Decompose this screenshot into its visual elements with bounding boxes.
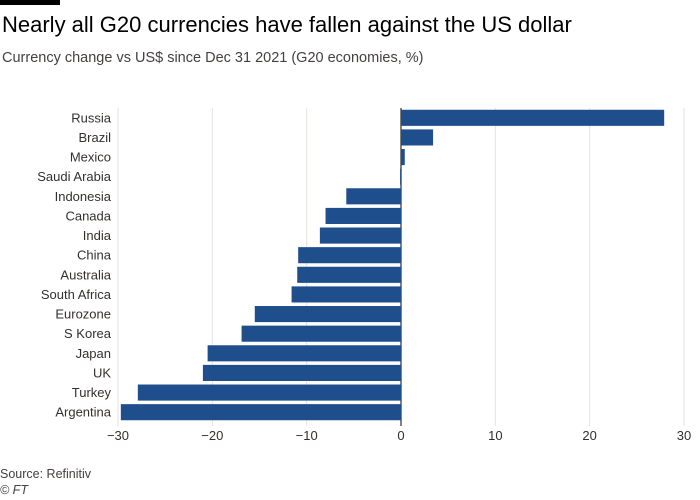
bar: [401, 109, 665, 126]
ft-top-bar: [0, 0, 60, 5]
category-label: Canada: [65, 208, 111, 223]
category-label: Japan: [76, 346, 111, 361]
bar: [319, 227, 401, 244]
source-note: Source: Refinitiv: [0, 467, 92, 481]
bar: [241, 325, 401, 342]
bar: [297, 266, 401, 283]
x-tick-label: 0: [397, 428, 404, 443]
category-label: South Africa: [41, 287, 112, 302]
bar-chart: Russia Brazil Mexico Saudi Arabia Indonesia C…: [37, 108, 691, 443]
chart-title: Nearly all G20 currencies have fallen ag…: [2, 12, 572, 37]
x-tick-label: 30: [677, 428, 691, 443]
category-label: Russia: [71, 110, 112, 125]
category-label: Turkey: [72, 385, 112, 400]
category-label: Eurozone: [55, 307, 111, 322]
bar: [207, 345, 401, 362]
ft-credit: © FT: [0, 483, 28, 497]
bars: [120, 109, 665, 421]
category-label: Saudi Arabia: [37, 169, 111, 184]
x-tick-label: −30: [107, 428, 129, 443]
chart-subtitle: Currency change vs US$ since Dec 31 2021…: [2, 50, 424, 66]
bar: [401, 129, 434, 146]
category-labels: Russia Brazil Mexico Saudi Arabia Indonesia C…: [37, 110, 112, 419]
category-label: UK: [93, 365, 111, 380]
bar: [346, 188, 401, 205]
bar: [120, 404, 401, 421]
bar: [400, 168, 401, 185]
category-label: S Korea: [64, 326, 112, 341]
bar: [298, 247, 401, 264]
category-label: Indonesia: [55, 189, 112, 204]
bar: [325, 207, 401, 224]
bar: [401, 149, 405, 166]
category-label: China: [77, 248, 112, 263]
bar: [137, 384, 401, 401]
category-label: Australia: [60, 267, 111, 282]
x-tick-label: 10: [488, 428, 502, 443]
category-label: Brazil: [78, 130, 111, 145]
x-tick-label: 20: [582, 428, 596, 443]
category-label: Mexico: [70, 150, 111, 165]
bar: [291, 286, 401, 303]
x-tick-label: −10: [296, 428, 318, 443]
bar: [202, 364, 401, 381]
bar: [254, 306, 401, 323]
category-label: Argentina: [55, 405, 111, 420]
x-tick-label: −20: [201, 428, 223, 443]
x-tick-labels: −30 −20 −10 0 10 20 30: [107, 428, 691, 443]
category-label: India: [83, 228, 112, 243]
